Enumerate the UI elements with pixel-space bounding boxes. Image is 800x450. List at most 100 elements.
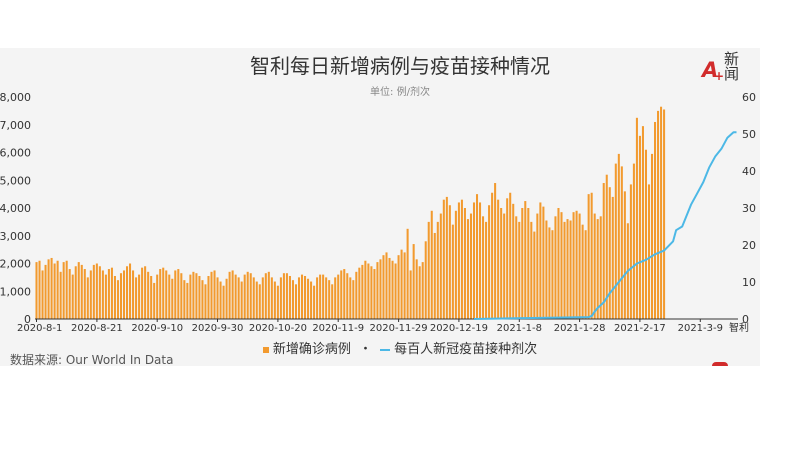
bar xyxy=(469,213,472,319)
bar xyxy=(62,262,65,319)
bar xyxy=(593,213,596,319)
bar xyxy=(89,270,92,319)
bar xyxy=(237,277,240,320)
bar xyxy=(71,274,74,319)
bar xyxy=(650,153,654,319)
chart-title: 智利每日新增病例与疫苗接种情况 xyxy=(250,54,550,78)
x-tick-label: 2020-10-20 xyxy=(249,323,307,334)
bar xyxy=(542,206,545,319)
bar xyxy=(527,208,530,319)
bar xyxy=(364,260,367,319)
bar xyxy=(186,282,189,319)
bar xyxy=(59,271,62,319)
y-left-tick-label: 8,000 xyxy=(0,91,31,104)
bar xyxy=(518,221,521,320)
bar xyxy=(506,198,509,319)
x-tick-label: 2020-11-29 xyxy=(370,323,428,334)
logo-text-top: 新 xyxy=(724,50,740,68)
bar xyxy=(436,221,439,320)
bar xyxy=(370,266,373,319)
chart-unit: 单位: 例/剂次 xyxy=(370,87,430,98)
bar xyxy=(132,270,135,319)
bar xyxy=(77,262,80,319)
bar xyxy=(485,221,488,320)
bar xyxy=(252,277,255,320)
bar xyxy=(210,271,213,319)
bar xyxy=(219,281,222,319)
bar xyxy=(355,271,358,319)
y-right-tick-label: 60 xyxy=(742,91,756,104)
bar xyxy=(415,259,418,319)
bar xyxy=(316,277,319,320)
bar xyxy=(122,270,126,319)
bar xyxy=(153,282,156,319)
x-tick-label: 2020-8-1 xyxy=(17,323,62,334)
bar xyxy=(119,273,123,319)
bar xyxy=(575,210,578,319)
bar xyxy=(590,192,593,319)
bar xyxy=(204,284,207,319)
bar xyxy=(524,201,527,319)
bar xyxy=(376,262,379,319)
bar xyxy=(539,202,542,319)
bar xyxy=(605,174,608,319)
data-source: 数据来源: Our World In Data xyxy=(10,353,174,367)
bar xyxy=(222,285,225,319)
line-layer xyxy=(473,131,737,320)
bar xyxy=(620,166,623,320)
bar xyxy=(560,212,563,319)
bar xyxy=(533,231,536,319)
bar xyxy=(325,277,328,320)
bar xyxy=(171,278,174,319)
bar xyxy=(466,219,469,319)
bar xyxy=(258,284,261,319)
bar xyxy=(98,266,101,319)
bar xyxy=(310,281,313,319)
bar xyxy=(632,163,635,319)
bar xyxy=(44,264,47,319)
bar xyxy=(267,271,270,319)
y-left-tick-label: 0 xyxy=(24,313,31,326)
bar xyxy=(80,264,83,319)
bar xyxy=(147,271,150,319)
bar xyxy=(472,202,476,319)
bar xyxy=(50,257,53,319)
bar xyxy=(65,260,68,319)
y-right-tick-label: 30 xyxy=(742,202,756,215)
bar xyxy=(460,199,463,319)
legend: 新增确诊病例 ・ 每百人新冠疫苗接种剂次 xyxy=(0,338,800,357)
bar xyxy=(313,285,316,319)
y-right-tick-label: 20 xyxy=(742,239,756,252)
bar xyxy=(638,135,641,319)
bar xyxy=(599,216,602,319)
bar xyxy=(243,274,246,319)
bar xyxy=(92,264,95,319)
bar xyxy=(373,269,376,319)
bar xyxy=(337,274,340,319)
legend-swatch-bar xyxy=(262,346,269,353)
x-tick-label: 2021-1-28 xyxy=(554,323,606,334)
bar xyxy=(285,273,288,319)
bar xyxy=(319,274,322,319)
bar xyxy=(56,260,59,319)
bar xyxy=(255,281,258,319)
vaccination-line xyxy=(473,131,737,320)
bar xyxy=(144,266,147,319)
legend-label-vaccine: 每百人新冠疫苗接种剂次 xyxy=(394,342,538,357)
bar xyxy=(189,274,192,319)
bar xyxy=(635,117,638,319)
bar xyxy=(554,216,557,319)
x-tick-label: 2021-1-8 xyxy=(497,323,542,334)
x-tick-label: 2021-2-17 xyxy=(614,323,666,334)
y-right-tick-label: 40 xyxy=(742,165,756,178)
bar xyxy=(38,260,41,319)
bar xyxy=(521,208,524,319)
bar xyxy=(427,221,430,320)
bar xyxy=(294,284,298,319)
bar xyxy=(150,275,153,319)
bar xyxy=(83,269,86,319)
y-left-tick-label: 1,000 xyxy=(0,285,31,298)
bar xyxy=(159,269,162,319)
bar xyxy=(138,274,141,319)
